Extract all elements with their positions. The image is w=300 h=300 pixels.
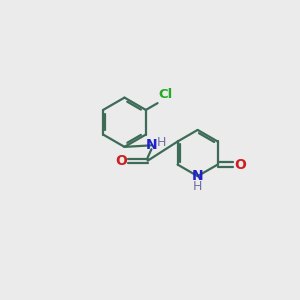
Text: O: O — [234, 158, 246, 172]
Text: H: H — [157, 136, 166, 149]
Text: Cl: Cl — [158, 88, 172, 101]
Text: N: N — [192, 169, 203, 183]
Text: N: N — [146, 138, 157, 152]
Text: O: O — [116, 154, 127, 168]
Text: H: H — [193, 180, 202, 193]
